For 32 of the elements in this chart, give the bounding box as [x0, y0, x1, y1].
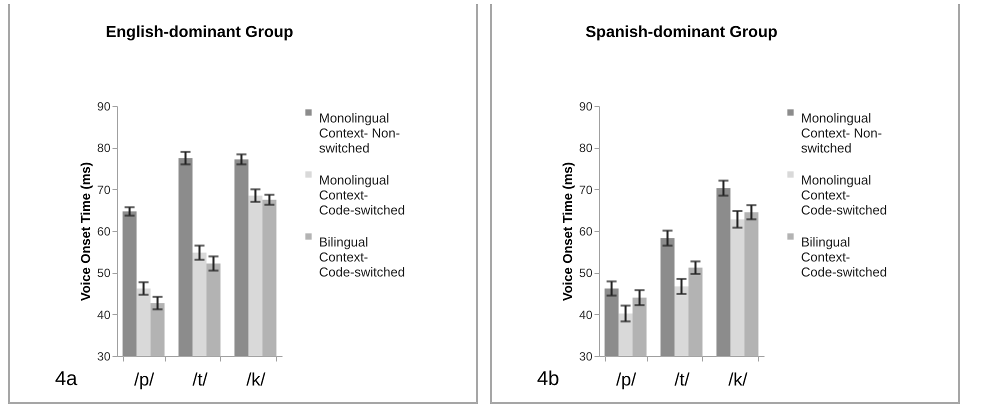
- legend-label: Monolingual Context- Code-switched: [319, 172, 405, 218]
- text: 4a: [55, 368, 78, 390]
- x-tick-label: /k/: [728, 370, 748, 390]
- y-tick-label: 60: [97, 224, 111, 238]
- y-tick-label: 80: [97, 141, 111, 156]
- y-tick-label: 60: [579, 224, 593, 238]
- text: 4b: [537, 368, 560, 390]
- y-tick-label: 70: [579, 182, 593, 197]
- y-tick-label: 50: [579, 266, 593, 280]
- y-tick-label: 40: [97, 308, 111, 322]
- y-tick-label: 50: [97, 266, 111, 280]
- y-tick-label: 90: [97, 100, 111, 114]
- y-tick-label: 90: [579, 100, 593, 114]
- legend-label: Bilingual Context- Code-switched: [801, 234, 887, 280]
- legend-label: Monolingual Context- Code-switched: [801, 172, 887, 218]
- legend-label: Monolingual Context- Non-switched: [801, 110, 882, 156]
- y-tick-label: 30: [97, 350, 111, 364]
- y-tick-label: 30: [579, 350, 593, 364]
- x-tick-label: /t/: [192, 370, 208, 390]
- legend-label: Monolingual Context- Non-switched: [319, 110, 400, 156]
- chart-title: English-dominant Group: [106, 24, 294, 41]
- y-tick-label: 40: [579, 308, 593, 322]
- y-tick-label: 80: [579, 141, 593, 156]
- x-tick-label: /k/: [246, 370, 266, 390]
- y-axis-title: Voice Onset Time (ms): [560, 162, 576, 301]
- legend-label: Bilingual Context- Code-switched: [319, 234, 405, 280]
- y-tick-label: 70: [97, 182, 111, 197]
- x-tick-label: /p/: [134, 370, 154, 390]
- x-tick-label: /p/: [616, 370, 636, 390]
- chart-title: Spanish-dominant Group: [586, 24, 778, 41]
- y-axis-title: Voice Onset Time (ms): [78, 162, 94, 301]
- x-tick-label: /t/: [674, 370, 690, 390]
